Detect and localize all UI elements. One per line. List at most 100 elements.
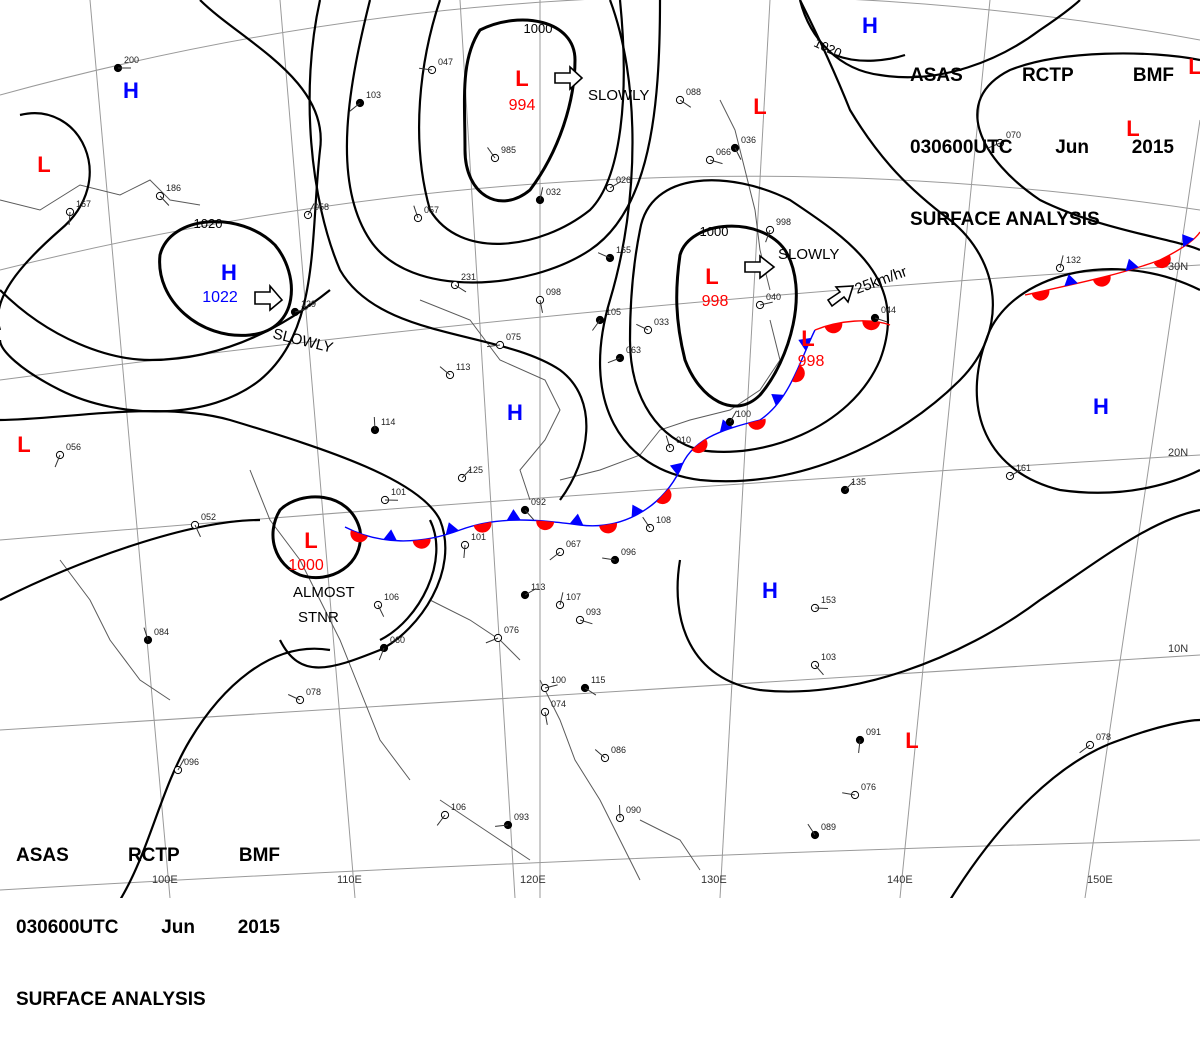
isobar bbox=[419, 0, 624, 244]
cold-front-triangle bbox=[383, 529, 398, 541]
station-pressure: 100 bbox=[736, 409, 751, 419]
system-letter: L bbox=[37, 152, 50, 177]
system-letter: H bbox=[123, 78, 139, 103]
isobar bbox=[0, 520, 260, 600]
station-pressure: 090 bbox=[626, 805, 641, 815]
front-symbol bbox=[626, 501, 644, 517]
front-symbol bbox=[535, 520, 554, 530]
station-plot: 090 bbox=[616, 805, 641, 822]
station-pressure: 044 bbox=[881, 305, 896, 315]
station-pressure: 060 bbox=[390, 635, 405, 645]
station-pressure: 093 bbox=[586, 607, 601, 617]
system-letter: H bbox=[507, 400, 523, 425]
warm-front-semicircle bbox=[862, 320, 881, 331]
wind-barb bbox=[374, 417, 375, 430]
station-pressure: 086 bbox=[611, 745, 626, 755]
header-station: RCTP bbox=[1022, 64, 1074, 88]
station-plot: 186 bbox=[156, 183, 181, 206]
station-pressure: 115 bbox=[591, 675, 605, 685]
header-product: BMF bbox=[1133, 64, 1174, 88]
system-letter: L bbox=[801, 326, 814, 351]
longitude-label: 130E bbox=[701, 874, 727, 886]
movement-label: 25km/hr bbox=[853, 263, 910, 298]
wind-barb bbox=[525, 510, 534, 520]
station-plot: 107 bbox=[556, 592, 581, 609]
station-plot: 103 bbox=[811, 652, 836, 675]
header-title: SURFACE ANALYSIS bbox=[910, 208, 1174, 232]
station-pressure: 076 bbox=[504, 625, 519, 635]
station-pressure: 096 bbox=[184, 757, 199, 767]
station-pressure: 101 bbox=[391, 487, 406, 497]
longitude-line bbox=[90, 0, 170, 898]
wind-barb bbox=[550, 552, 560, 560]
latitude-label: 10N bbox=[1168, 643, 1188, 655]
station-plot: 091 bbox=[856, 727, 881, 753]
front-symbol bbox=[767, 388, 784, 406]
station-pressure: 084 bbox=[154, 627, 169, 637]
station-plot: 113 bbox=[521, 582, 545, 599]
station-pressure: 125 bbox=[468, 465, 483, 475]
station-plot: 114 bbox=[371, 417, 395, 434]
station-plot: 165 bbox=[598, 245, 631, 262]
longitude-line bbox=[460, 0, 515, 898]
wind-barb bbox=[815, 608, 828, 609]
station-plot: 125 bbox=[458, 465, 483, 482]
station-plot: 100 bbox=[541, 675, 566, 692]
latitude-line bbox=[0, 655, 1200, 730]
station-plot: 063 bbox=[608, 345, 641, 363]
wind-barb bbox=[350, 103, 360, 111]
warm-front-semicircle bbox=[535, 520, 554, 530]
station-pressure: 100 bbox=[551, 675, 566, 685]
coastline bbox=[560, 320, 780, 480]
station-pressure: 106 bbox=[384, 592, 399, 602]
coastlines bbox=[0, 100, 780, 880]
wind-barb bbox=[595, 750, 605, 759]
station-pressure: 107 bbox=[566, 592, 581, 602]
station-pressure: 010 bbox=[676, 435, 691, 445]
station-pressure: 231 bbox=[461, 272, 476, 282]
station-pressure: 101 bbox=[471, 532, 486, 542]
header-agency: ASAS bbox=[16, 844, 69, 868]
station-plot: 106 bbox=[374, 592, 399, 617]
cold-front-triangle bbox=[506, 509, 520, 520]
longitude-label: 110E bbox=[337, 874, 362, 886]
movement-arrow-icon bbox=[745, 256, 774, 278]
cold-front-triangle bbox=[767, 388, 784, 406]
station-pressure: 114 bbox=[381, 417, 395, 427]
station-pressure: 113 bbox=[456, 362, 470, 372]
station-plot: 106 bbox=[437, 802, 466, 825]
front-symbol bbox=[570, 513, 585, 526]
station-pressure: 078 bbox=[1096, 732, 1111, 742]
station-plot: 010 bbox=[666, 435, 691, 452]
station-pressure: 057 bbox=[424, 205, 439, 215]
header-year: 2015 bbox=[1132, 136, 1174, 160]
station-pressure: 135 bbox=[851, 477, 866, 487]
wind-barb bbox=[620, 805, 621, 818]
station-pressure: 096 bbox=[621, 547, 636, 557]
system-pressure: 1000 bbox=[288, 557, 324, 574]
station-pressure: 052 bbox=[201, 512, 216, 522]
station-pressure: 058 bbox=[314, 202, 329, 212]
station-plot: 067 bbox=[550, 539, 581, 560]
movement-arrow-icon bbox=[555, 67, 582, 89]
station-pressure: 106 bbox=[451, 802, 466, 812]
movement-arrow-icon bbox=[828, 286, 853, 306]
header-station: RCTP bbox=[128, 844, 180, 868]
warm-front-semicircle bbox=[1032, 290, 1052, 303]
station-plot: 092 bbox=[521, 497, 546, 520]
station-pressure: 186 bbox=[166, 183, 181, 193]
header-title: SURFACE ANALYSIS bbox=[16, 988, 280, 1012]
movement-label: STNR bbox=[298, 609, 339, 626]
station-pressure: 076 bbox=[861, 782, 876, 792]
station-plot: 096 bbox=[174, 757, 199, 774]
station-pressure: 153 bbox=[821, 595, 836, 605]
station-pressure: 091 bbox=[866, 727, 881, 737]
isobar bbox=[0, 0, 321, 411]
station-pressure: 089 bbox=[821, 822, 836, 832]
longitude-label: 140E bbox=[887, 874, 913, 886]
station-plot: 093 bbox=[576, 607, 601, 624]
station-plot: 108 bbox=[643, 515, 671, 532]
movement-label: SLOWLY bbox=[588, 87, 649, 104]
station-plot: 105 bbox=[592, 307, 621, 331]
movement-arrow-icon bbox=[255, 286, 282, 310]
